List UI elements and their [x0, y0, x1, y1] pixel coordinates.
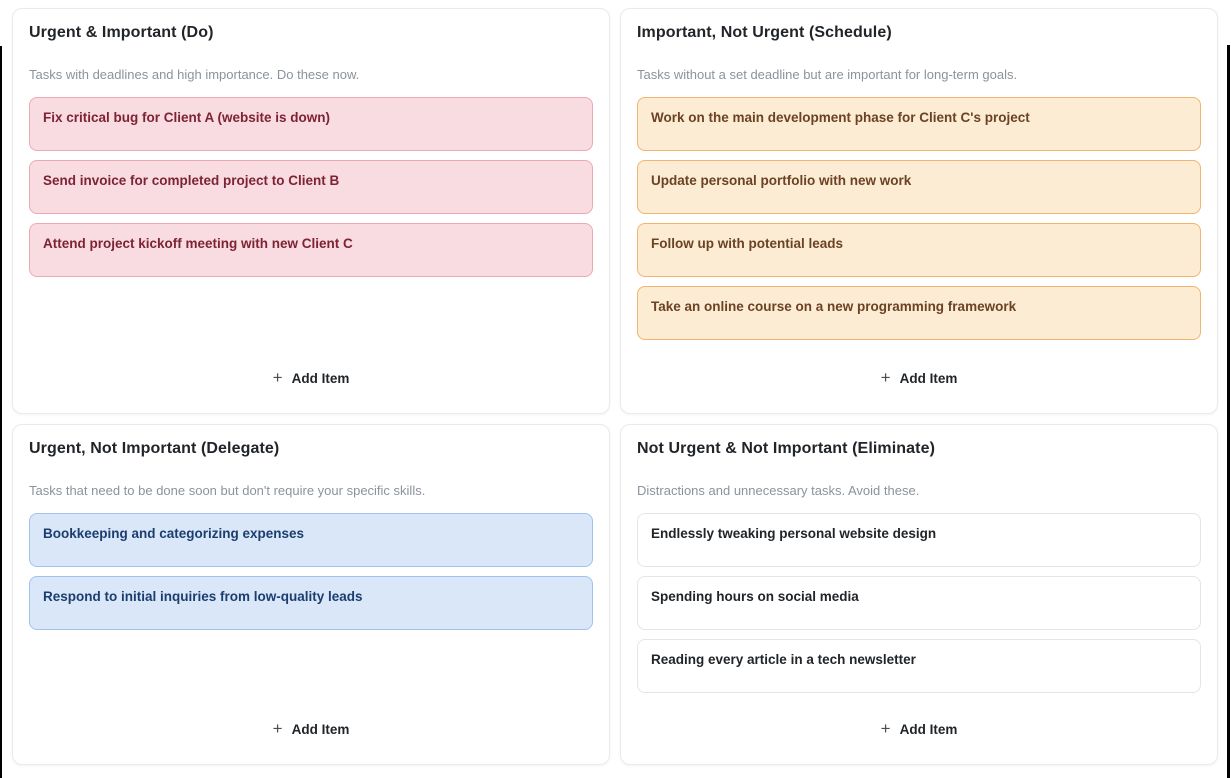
add-item-label: Add Item — [291, 371, 350, 386]
plus-icon: + — [880, 368, 891, 387]
quadrant-do: Urgent & Important (Do) Tasks with deadl… — [12, 8, 610, 414]
quadrant-items: Fix critical bug for Client A (website i… — [29, 97, 593, 277]
add-item-button[interactable]: + Add Item — [263, 717, 360, 742]
task-card[interactable]: Work on the main development phase for C… — [637, 97, 1201, 151]
task-card[interactable]: Bookkeeping and categorizing expenses — [29, 513, 593, 567]
task-card[interactable]: Spending hours on social media — [637, 576, 1201, 630]
add-item-button[interactable]: + Add Item — [871, 717, 968, 742]
task-card[interactable]: Reading every article in a tech newslett… — [637, 639, 1201, 693]
quadrant-title: Urgent & Important (Do) — [29, 24, 214, 41]
quadrant-title: Urgent, Not Important (Delegate) — [29, 440, 280, 457]
task-card[interactable]: Take an online course on a new programmi… — [637, 286, 1201, 340]
quadrant-schedule: Important, Not Urgent (Schedule) Tasks w… — [620, 8, 1218, 414]
quadrant-description: Tasks without a set deadline but are imp… — [637, 67, 1018, 82]
task-card[interactable]: Update personal portfolio with new work — [637, 160, 1201, 214]
task-card[interactable]: Fix critical bug for Client A (website i… — [29, 97, 593, 151]
add-item-button[interactable]: + Add Item — [871, 366, 968, 391]
vertical-scrollbar[interactable] — [1227, 45, 1230, 778]
add-item-label: Add Item — [899, 722, 958, 737]
quadrant-description: Distractions and unnecessary tasks. Avoi… — [637, 483, 920, 498]
add-item-label: Add Item — [291, 722, 350, 737]
task-card[interactable]: Respond to initial inquiries from low-qu… — [29, 576, 593, 630]
task-card[interactable]: Follow up with potential leads — [637, 223, 1201, 277]
quadrant-description: Tasks with deadlines and high importance… — [29, 67, 360, 82]
plus-icon: + — [272, 719, 283, 738]
window-edge-left — [0, 46, 2, 778]
quadrant-title: Important, Not Urgent (Schedule) — [637, 24, 892, 41]
quadrant-title: Not Urgent & Not Important (Eliminate) — [637, 440, 936, 457]
plus-icon: + — [880, 719, 891, 738]
task-card[interactable]: Attend project kickoff meeting with new … — [29, 223, 593, 277]
quadrant-delegate: Urgent, Not Important (Delegate) Tasks t… — [12, 424, 610, 765]
quadrant-items: Endlessly tweaking personal website desi… — [637, 513, 1201, 693]
quadrant-items: Work on the main development phase for C… — [637, 97, 1201, 340]
quadrant-description: Tasks that need to be done soon but don'… — [29, 483, 426, 498]
add-item-label: Add Item — [899, 371, 958, 386]
quadrant-items: Bookkeeping and categorizing expenses Res… — [29, 513, 593, 630]
quadrant-eliminate: Not Urgent & Not Important (Eliminate) D… — [620, 424, 1218, 765]
task-card[interactable]: Send invoice for completed project to Cl… — [29, 160, 593, 214]
plus-icon: + — [272, 368, 283, 387]
task-card[interactable]: Endlessly tweaking personal website desi… — [637, 513, 1201, 567]
add-item-button[interactable]: + Add Item — [263, 366, 360, 391]
